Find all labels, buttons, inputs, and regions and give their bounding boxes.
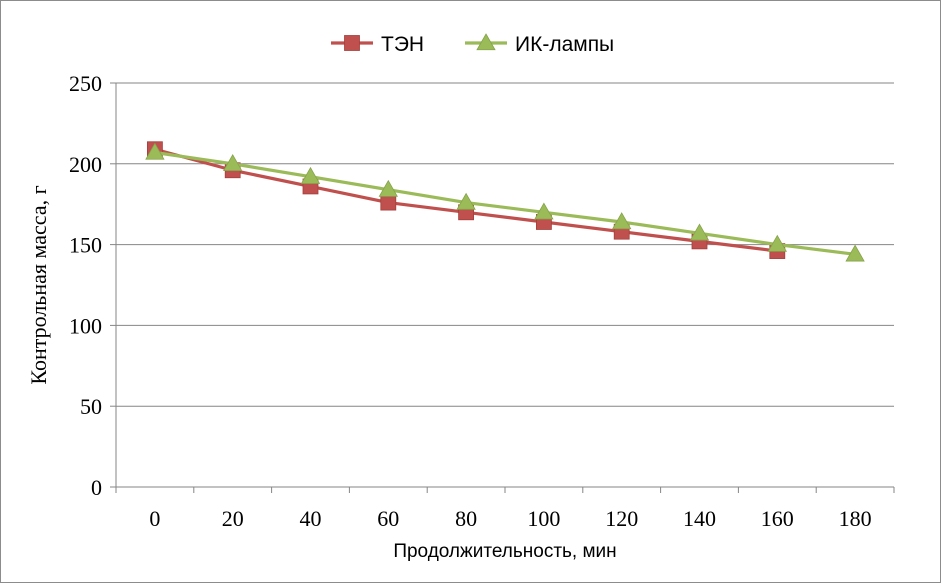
x-tick-label: 0 — [149, 506, 160, 531]
data-point — [767, 234, 787, 252]
y-tick-label: 100 — [69, 313, 102, 338]
series-1 — [145, 142, 865, 262]
x-axis-title: Продолжительность, мин — [393, 541, 616, 562]
axes — [110, 82, 895, 493]
legend-label: ТЭН — [381, 33, 424, 56]
legend-marker — [476, 33, 496, 51]
legend-item: ИК-лампы — [465, 33, 614, 56]
y-tick-label: 150 — [69, 233, 102, 258]
legend-marker — [344, 35, 360, 51]
x-tick-label: 40 — [300, 506, 322, 531]
x-tick-label: 120 — [605, 506, 638, 531]
y-tick-label: 50 — [80, 394, 102, 419]
data-point — [845, 244, 865, 262]
legend-item: ТЭН — [331, 33, 424, 56]
data-point — [456, 192, 476, 210]
y-axis-title: Контрольная масса, г — [26, 185, 51, 384]
legend: ТЭН ИК-лампы — [331, 33, 614, 56]
gridlines — [116, 82, 894, 407]
x-tick-label: 180 — [839, 506, 872, 531]
data-point — [380, 194, 397, 211]
data-point — [223, 153, 243, 171]
data-point — [534, 202, 554, 220]
x-tick-label: 160 — [761, 506, 794, 531]
legend-label: ИК-лампы — [515, 33, 614, 56]
y-tick-labels: 0 50 100 150 200 250 — [69, 71, 102, 500]
series-line — [154, 150, 856, 256]
data-point — [145, 142, 165, 160]
y-tick-label: 200 — [69, 152, 102, 177]
x-tick-label: 140 — [683, 506, 716, 531]
data-point — [689, 223, 710, 241]
data-point — [378, 179, 398, 197]
x-tick-label: 60 — [377, 506, 399, 531]
data-point — [612, 212, 632, 230]
x-tick-label: 20 — [222, 506, 244, 531]
series-layer — [145, 141, 865, 262]
x-tick-label: 80 — [455, 506, 477, 531]
x-tick-labels: 0 20 40 60 80 100 120 140 160 180 — [149, 506, 871, 531]
x-tick-label: 100 — [527, 506, 560, 531]
data-point — [300, 166, 321, 184]
y-tick-label: 0 — [91, 475, 102, 500]
y-tick-label: 250 — [69, 71, 102, 96]
